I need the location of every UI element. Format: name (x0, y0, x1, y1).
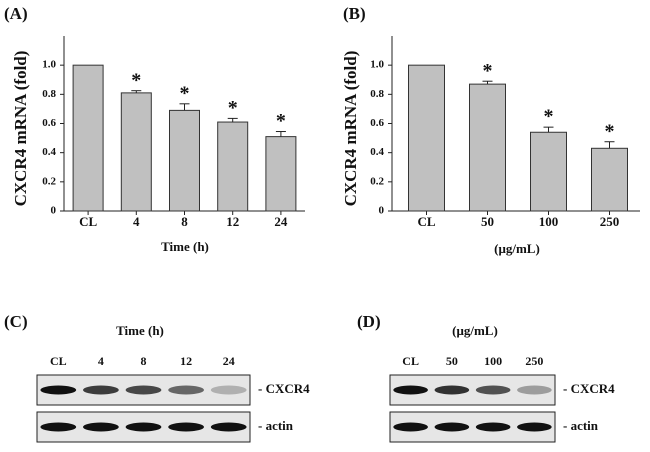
blot-title: (μg/mL) (452, 323, 498, 338)
significance-mark: * (131, 69, 141, 91)
blot-band (83, 385, 119, 395)
error-bar (604, 141, 615, 149)
x-tick-label: 12 (226, 214, 239, 229)
x-axis-label: (μg/mL) (494, 241, 540, 256)
y-tick-label: 0.4 (42, 146, 56, 158)
x-tick-label: 4 (133, 214, 140, 229)
blot-band (393, 385, 428, 395)
y-tick-label: 0.4 (370, 146, 384, 158)
y-tick-label: 0.8 (370, 88, 384, 100)
bar (217, 121, 249, 212)
lane-label: 8 (141, 354, 147, 368)
blot-band (517, 385, 552, 395)
bar (120, 92, 152, 212)
blot-band (125, 385, 162, 395)
panel-label: (B) (343, 4, 366, 23)
row-label: - CXCR4 (563, 381, 615, 396)
error-bar (131, 90, 142, 93)
lane-label: 12 (180, 354, 192, 368)
bar (408, 64, 445, 212)
error-bar (227, 117, 238, 123)
x-tick-label: 50 (481, 214, 494, 229)
blot-band (475, 385, 511, 395)
panel-label: (D) (357, 312, 381, 331)
blot-title: Time (h) (116, 323, 164, 338)
x-tick-label: 250 (600, 214, 620, 229)
lane-label: 100 (484, 354, 502, 368)
bar (591, 147, 628, 212)
blot-band (168, 422, 204, 432)
blot-band (434, 422, 470, 432)
lane-label: 50 (446, 354, 458, 368)
row-label: - actin (563, 418, 599, 433)
y-tick-label: 0.8 (42, 88, 56, 100)
y-tick-label: 0.6 (42, 117, 56, 129)
blot-band (517, 422, 552, 432)
bar (72, 64, 104, 212)
error-bar (482, 80, 493, 85)
y-tick-label: 0 (51, 205, 57, 217)
y-axis-label: CXCR4 mRNA (fold) (341, 51, 360, 207)
bar (169, 109, 200, 212)
bar (469, 83, 506, 212)
y-tick-label: 0.6 (370, 117, 384, 129)
lane-label: 4 (98, 354, 104, 368)
y-tick-label: 1.0 (42, 59, 56, 71)
x-tick-label: 24 (274, 214, 288, 229)
x-tick-label: 100 (539, 214, 559, 229)
significance-mark: * (483, 60, 493, 82)
panel-label: (C) (4, 312, 28, 331)
lane-label: CL (402, 354, 419, 368)
x-tick-label: 8 (181, 214, 188, 229)
bar (265, 136, 297, 212)
blot-band (83, 422, 119, 432)
significance-mark: * (228, 97, 238, 119)
y-axis-label: CXCR4 mRNA (fold) (11, 51, 30, 207)
blot-band (40, 385, 77, 395)
significance-mark: * (544, 106, 554, 128)
blot-band (40, 422, 77, 432)
error-bar (275, 131, 286, 137)
error-bar (179, 103, 190, 111)
blot-band (125, 422, 162, 432)
lane-label: 250 (525, 354, 543, 368)
lane-label: CL (50, 354, 67, 368)
error-bar (543, 126, 554, 133)
significance-mark: * (180, 82, 190, 104)
significance-mark: * (605, 120, 615, 142)
blot-band (210, 422, 247, 432)
blot-band (168, 385, 204, 395)
x-tick-label: CL (79, 214, 97, 229)
x-tick-label: CL (417, 214, 435, 229)
panel-label: (A) (4, 4, 28, 23)
blot-band (393, 422, 428, 432)
lane-label: 24 (223, 354, 235, 368)
y-tick-label: 1.0 (370, 59, 384, 71)
y-tick-label: 0.2 (370, 175, 384, 187)
x-axis-label: Time (h) (161, 239, 209, 254)
blot-band (475, 422, 511, 432)
blot-band (210, 385, 247, 395)
row-label: - CXCR4 (258, 381, 310, 396)
y-tick-label: 0.2 (42, 175, 56, 187)
y-tick-label: 0 (379, 205, 385, 217)
significance-mark: * (276, 110, 286, 132)
blot-band (434, 385, 470, 395)
bar (530, 131, 567, 212)
row-label: - actin (258, 418, 294, 433)
